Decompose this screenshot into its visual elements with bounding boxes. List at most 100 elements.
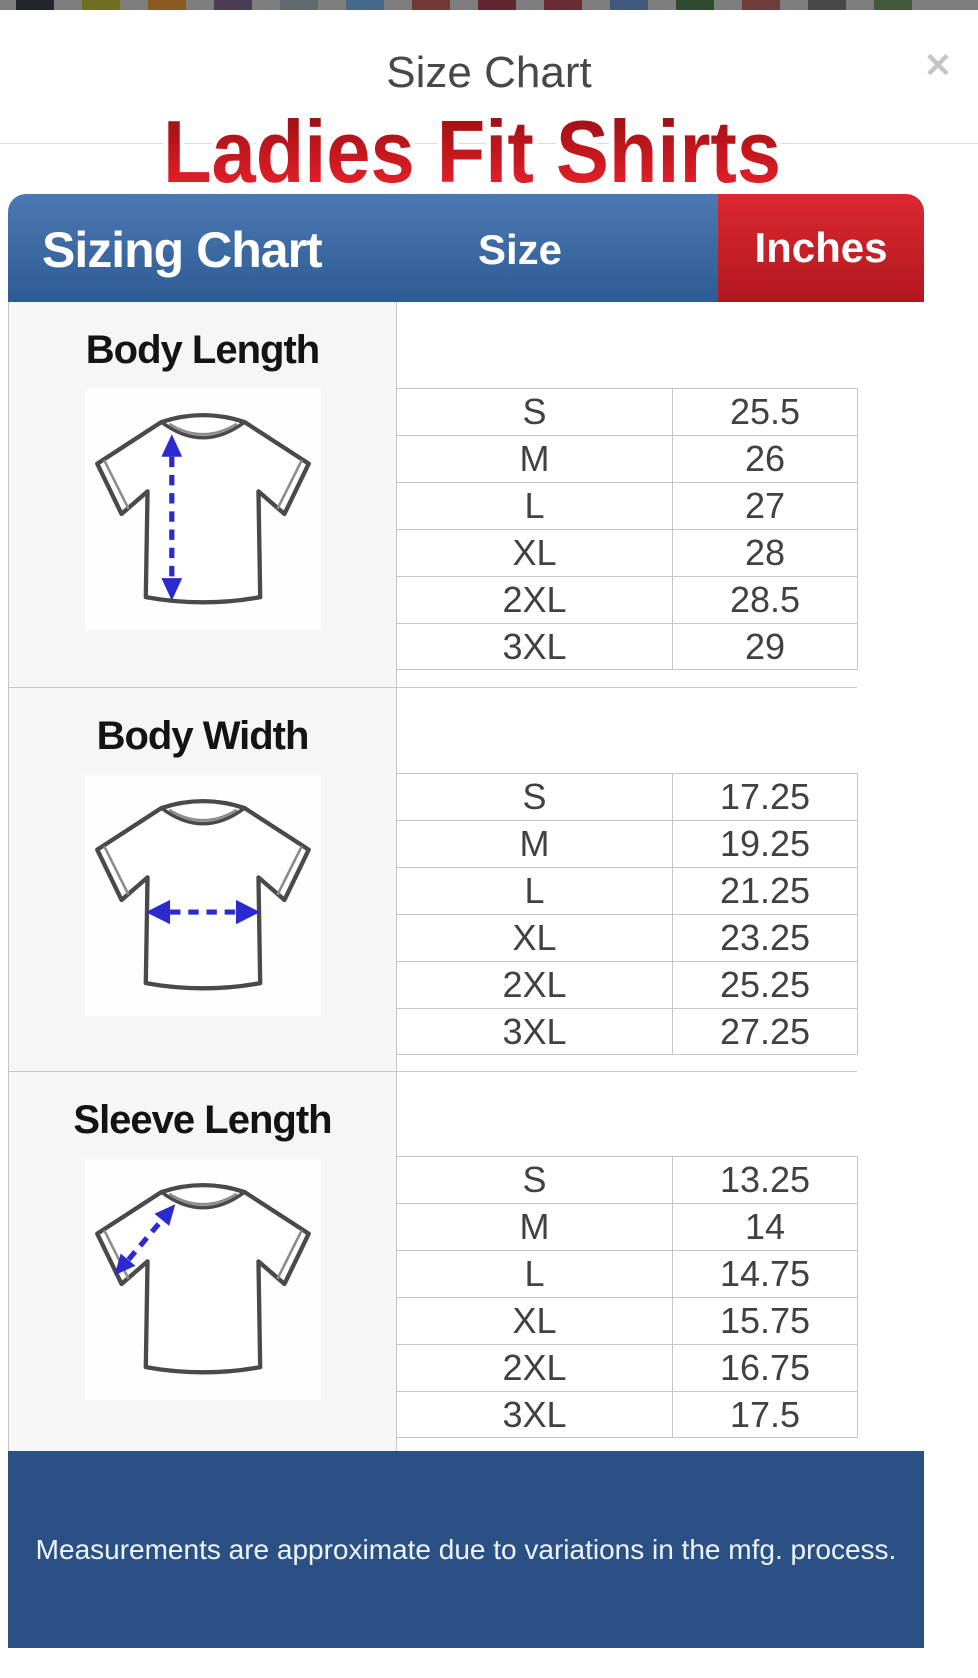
section-sleeve-length: Sleeve Length S 13.25 M 14	[9, 1071, 858, 1453]
inches-cell: 28	[672, 530, 858, 576]
footer-note: Measurements are approximate due to vari…	[35, 1533, 897, 1565]
size-cell: L	[524, 485, 545, 526]
chart-title: Ladies Fit Shirts	[163, 102, 781, 201]
size-cell: 2XL	[502, 1347, 567, 1388]
table-row: 3XL 17.5	[397, 1391, 858, 1438]
header-red-band: Inches	[718, 194, 924, 302]
color-swatch	[346, 0, 384, 10]
size-cell: M	[519, 438, 550, 479]
color-swatch	[874, 0, 912, 10]
size-cell: 3XL	[502, 1394, 567, 1435]
size-cell: 3XL	[502, 626, 567, 667]
body-length-image-cell: Body Length	[9, 302, 397, 687]
inches-cell: 16.75	[672, 1345, 858, 1391]
sleeve-length-table: S 13.25 M 14 L 14.75 XL 15.75 2XL 16.7	[397, 1156, 858, 1438]
table-row: S 17.25	[397, 773, 858, 820]
size-cell: L	[524, 1253, 545, 1294]
size-cell: 2XL	[502, 579, 567, 620]
inches-cell: 25.25	[672, 962, 858, 1008]
section-body-width: Body Width S 17.25 M 19.25	[9, 687, 858, 1071]
size-cell: S	[522, 776, 547, 817]
table-row: XL 23.25	[397, 914, 858, 961]
inches-cell: 25.5	[672, 389, 858, 435]
footer-note-band: Measurements are approximate due to vari…	[8, 1451, 924, 1648]
table-row: XL 28	[397, 529, 858, 576]
inches-cell: 28.5	[672, 577, 858, 623]
color-swatch	[16, 0, 54, 10]
table-row: M 19.25	[397, 820, 858, 867]
color-swatch	[82, 0, 120, 10]
color-swatch	[544, 0, 582, 10]
tshirt-sleeve-length-icon	[53, 1147, 353, 1407]
table-row: S 13.25	[397, 1156, 858, 1203]
horizontal-measure-arrow-icon	[145, 899, 260, 925]
inches-cell: 27	[672, 483, 858, 529]
section-body-length: Body Length S 25.5 M 26	[9, 302, 858, 687]
table-row: 3XL 29	[397, 623, 858, 670]
diagonal-measure-arrow-icon	[114, 1204, 175, 1276]
table-row: M 14	[397, 1203, 858, 1250]
table-header-bar: Sizing Chart Size Inches	[8, 194, 924, 302]
body-width-image-cell: Body Width	[9, 688, 397, 1071]
color-swatch	[808, 0, 846, 10]
size-cell: 3XL	[502, 1011, 567, 1052]
color-swatch	[412, 0, 450, 10]
close-icon[interactable]: ✕	[923, 47, 953, 85]
size-cell: 2XL	[502, 964, 567, 1005]
color-swatch	[148, 0, 186, 10]
table-row: XL 15.75	[397, 1297, 858, 1344]
size-cell: S	[522, 391, 547, 432]
size-cell: M	[519, 823, 550, 864]
tshirt-body-length-icon	[53, 377, 353, 637]
size-cell: XL	[512, 917, 557, 958]
header-size-column: Size	[477, 226, 563, 273]
table-row: 3XL 27.25	[397, 1008, 858, 1055]
inches-cell: 17.25	[672, 774, 858, 820]
section-label: Body Length	[85, 328, 320, 372]
vertical-measure-arrow-icon	[160, 434, 182, 601]
header-blue-band: Sizing Chart Size	[8, 194, 718, 302]
size-cell: M	[519, 1206, 550, 1247]
modal-header-divider	[0, 143, 978, 144]
table-row: L 21.25	[397, 867, 858, 914]
inches-cell: 29	[672, 624, 858, 669]
size-cell: S	[522, 1159, 547, 1200]
body-length-table: S 25.5 M 26 L 27 XL 28 2XL 28.5	[397, 388, 858, 670]
inches-cell: 23.25	[672, 915, 858, 961]
inches-cell: 21.25	[672, 868, 858, 914]
table-row: 2XL 16.75	[397, 1344, 858, 1391]
inches-cell: 17.5	[672, 1392, 858, 1437]
color-swatch	[214, 0, 252, 10]
header-sizing-chart: Sizing Chart	[42, 222, 323, 278]
table-row: 2XL 28.5	[397, 576, 858, 623]
section-label: Sleeve Length	[73, 1098, 332, 1142]
tshirt-body-width-icon	[53, 763, 353, 1023]
inches-cell: 14	[672, 1204, 858, 1250]
inches-cell: 26	[672, 436, 858, 482]
modal-title: Size Chart	[386, 48, 592, 97]
size-chart-table: Body Length S 25.5 M 26	[8, 302, 858, 1453]
sleeve-length-image-cell: Sleeve Length	[9, 1072, 397, 1453]
table-row: 2XL 25.25	[397, 961, 858, 1008]
table-row: S 25.5	[397, 388, 858, 435]
size-cell: XL	[512, 532, 557, 573]
inches-cell: 13.25	[672, 1157, 858, 1203]
color-swatch	[610, 0, 648, 10]
color-swatch	[280, 0, 318, 10]
inches-cell: 14.75	[672, 1251, 858, 1297]
size-cell: XL	[512, 1300, 557, 1341]
page-behind-swatches	[0, 0, 978, 10]
color-swatch	[478, 0, 516, 10]
table-row: M 26	[397, 435, 858, 482]
section-label: Body Width	[96, 714, 310, 758]
size-cell: L	[524, 870, 545, 911]
table-row: L 14.75	[397, 1250, 858, 1297]
inches-cell: 19.25	[672, 821, 858, 867]
inches-cell: 27.25	[672, 1009, 858, 1054]
color-swatch	[676, 0, 714, 10]
color-swatch	[742, 0, 780, 10]
table-row: L 27	[397, 482, 858, 529]
inches-cell: 15.75	[672, 1298, 858, 1344]
body-width-table: S 17.25 M 19.25 L 21.25 XL 23.25 2XL 2	[397, 773, 858, 1055]
